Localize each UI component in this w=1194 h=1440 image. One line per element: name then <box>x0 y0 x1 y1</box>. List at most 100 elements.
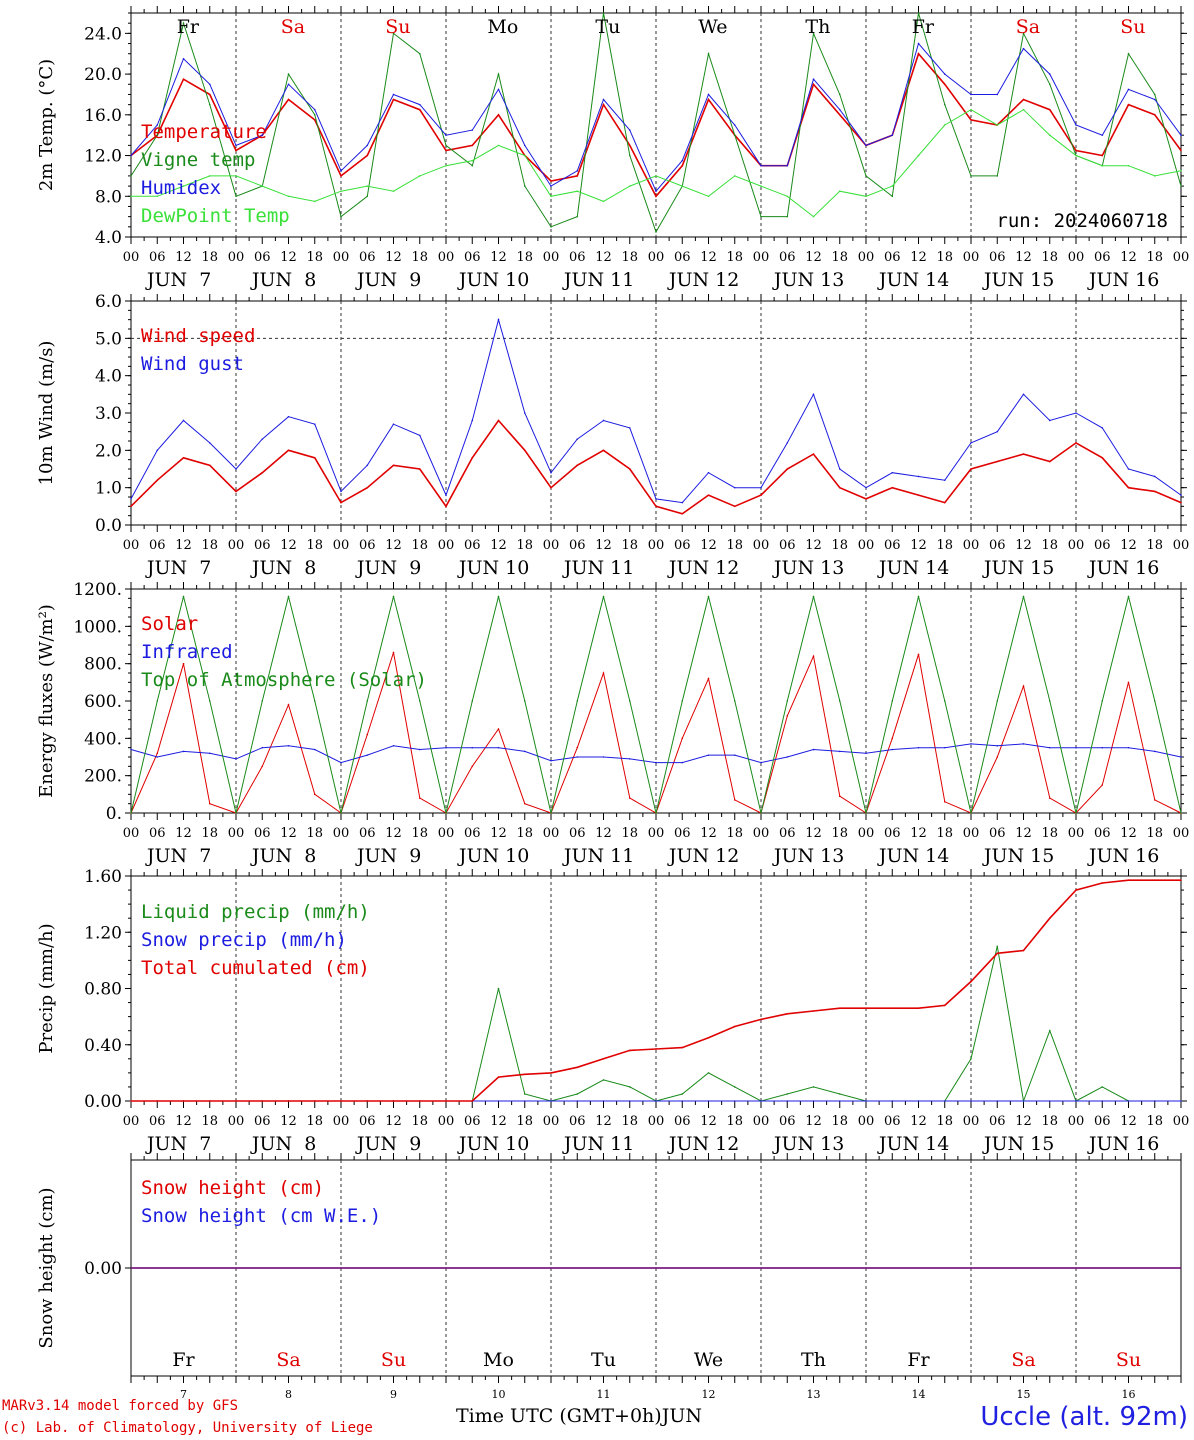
data-point <box>1180 149 1182 152</box>
y-tick-label: 6.0 <box>95 292 122 312</box>
weekday-label: Sa <box>1016 16 1040 38</box>
data-point <box>1127 746 1130 749</box>
hour-label: 18 <box>201 250 218 265</box>
data-point <box>838 795 841 797</box>
legend-entry: Infrared <box>141 641 233 663</box>
date-label: JUN 10 <box>457 557 529 579</box>
hour-label: 06 <box>254 538 271 553</box>
data-point <box>838 190 841 192</box>
data-point <box>970 93 972 96</box>
hour-label: 00 <box>753 826 770 841</box>
hour-label: 12 <box>1015 250 1032 265</box>
date-label: JUN 9 <box>355 845 421 867</box>
y-tick-label: 24.0 <box>84 24 122 44</box>
hour-label: 00 <box>438 538 455 553</box>
data-point <box>996 175 999 177</box>
y-axis-label: Snow height (cm) <box>36 1187 57 1348</box>
data-point <box>628 1100 631 1102</box>
day-number-label: 12 <box>702 1388 716 1401</box>
data-point <box>471 164 474 167</box>
data-point <box>130 812 132 814</box>
data-point <box>156 752 159 755</box>
data-point <box>655 195 657 198</box>
hour-label: 12 <box>910 1114 927 1129</box>
data-point <box>970 175 972 177</box>
data-point <box>418 700 421 702</box>
data-point <box>865 144 867 147</box>
data-point <box>576 175 579 177</box>
hour-label: 00 <box>543 1114 560 1129</box>
weekday-label: Sa <box>1011 1349 1035 1371</box>
data-point <box>1127 103 1130 106</box>
data-point <box>786 468 789 470</box>
data-point <box>707 52 710 55</box>
data-point <box>1153 750 1156 753</box>
data-point <box>182 595 185 598</box>
data-point <box>235 490 237 493</box>
data-point <box>996 952 999 955</box>
data-point <box>917 12 920 14</box>
hour-label: 00 <box>438 826 455 841</box>
data-point <box>681 700 684 702</box>
hour-label: 06 <box>149 826 166 841</box>
data-point <box>445 144 447 147</box>
data-point <box>208 1100 211 1102</box>
legend-entry: Vigne temp <box>141 149 255 171</box>
data-point <box>235 175 237 177</box>
data-point <box>1022 685 1025 687</box>
data-point <box>838 114 841 116</box>
data-point <box>891 1100 894 1102</box>
legend-entry: Humidex <box>141 177 221 199</box>
data-point <box>576 464 579 467</box>
weekday-label: Sa <box>276 1349 300 1371</box>
data-point <box>1048 108 1051 111</box>
day-number-label: 9 <box>390 1388 397 1401</box>
data-point <box>1180 812 1182 814</box>
data-point <box>287 595 290 598</box>
hour-label: 06 <box>989 1114 1006 1129</box>
data-point <box>130 175 132 177</box>
data-point <box>392 32 395 35</box>
data-point <box>865 812 867 814</box>
legend-entry: Liquid precip (mm/h) <box>141 901 370 923</box>
data-point <box>576 1100 579 1102</box>
weekday-label: Th <box>805 16 830 38</box>
data-point <box>681 761 684 764</box>
y-axis-label: Energy fluxes (W/m²) <box>36 604 57 798</box>
date-label: JUN 16 <box>1087 557 1159 579</box>
data-point <box>891 1007 894 1009</box>
data-point <box>1022 108 1025 111</box>
data-point <box>628 185 631 187</box>
data-point <box>943 124 946 126</box>
data-point <box>287 703 290 706</box>
data-point <box>550 180 552 182</box>
data-point <box>182 662 185 665</box>
hour-label: 18 <box>831 250 848 265</box>
date-label: JUN 15 <box>982 269 1054 291</box>
data-point <box>917 1007 920 1009</box>
data-point <box>1101 746 1104 749</box>
hour-label: 00 <box>963 826 980 841</box>
station-name: Uccle (alt. 92m) <box>980 1402 1188 1432</box>
data-point <box>392 1100 395 1102</box>
data-point <box>786 1093 789 1095</box>
data-point <box>523 1100 526 1102</box>
data-point <box>891 134 894 136</box>
data-point <box>313 114 316 116</box>
data-point <box>655 1100 657 1102</box>
hour-label: 12 <box>490 538 507 553</box>
hour-label: 18 <box>1041 250 1058 265</box>
hour-label: 00 <box>1173 1114 1190 1129</box>
data-point <box>1048 83 1051 86</box>
data-point <box>550 486 552 489</box>
weekday-label: We <box>694 1349 723 1371</box>
data-point <box>917 52 920 55</box>
y-tick-label: 0.00 <box>84 1092 122 1112</box>
data-point <box>1048 797 1051 799</box>
data-point <box>235 468 237 470</box>
date-label: JUN 10 <box>457 1133 529 1155</box>
data-point <box>313 748 316 751</box>
date-label: JUN 14 <box>877 557 949 579</box>
data-point <box>366 486 369 489</box>
data-point <box>1153 475 1156 478</box>
